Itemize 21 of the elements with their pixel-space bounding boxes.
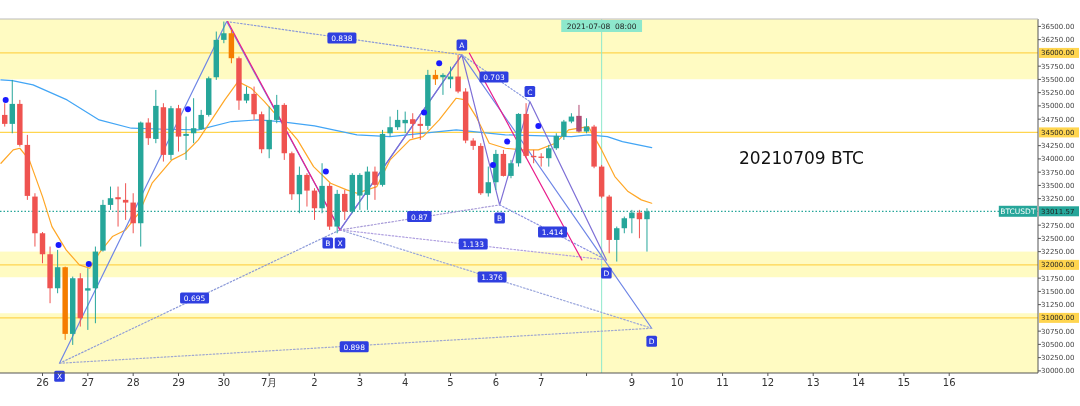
x-tick-label: 29: [172, 377, 185, 388]
x-tick-label: 27: [81, 377, 95, 388]
text: 20210709 BTC: [739, 148, 864, 169]
x-tick-label: 30: [217, 377, 231, 388]
x-tick-label: 4: [402, 377, 409, 388]
x-tick-label: 5: [447, 377, 454, 388]
x-tick-label: 3: [356, 377, 364, 388]
x-tick-label: 28: [126, 377, 140, 388]
x-tick-label: 2: [311, 377, 318, 388]
x-tick-label: 11: [716, 377, 729, 388]
x-tick-label: 6: [492, 377, 500, 388]
x-tick-label: 14: [852, 377, 865, 388]
x-tick-label: 15: [897, 377, 911, 388]
x-tick-label: 13: [806, 377, 820, 388]
x-tick-label: 10: [670, 377, 684, 388]
x-tick-label: 26: [36, 377, 49, 388]
x-tick-label: 12: [761, 377, 775, 388]
x-tick-label: 7月: [260, 377, 278, 388]
x-tick-label: 7: [538, 377, 545, 388]
x-tick-label: 9: [628, 377, 636, 388]
x-tick-label: 16: [942, 377, 956, 388]
